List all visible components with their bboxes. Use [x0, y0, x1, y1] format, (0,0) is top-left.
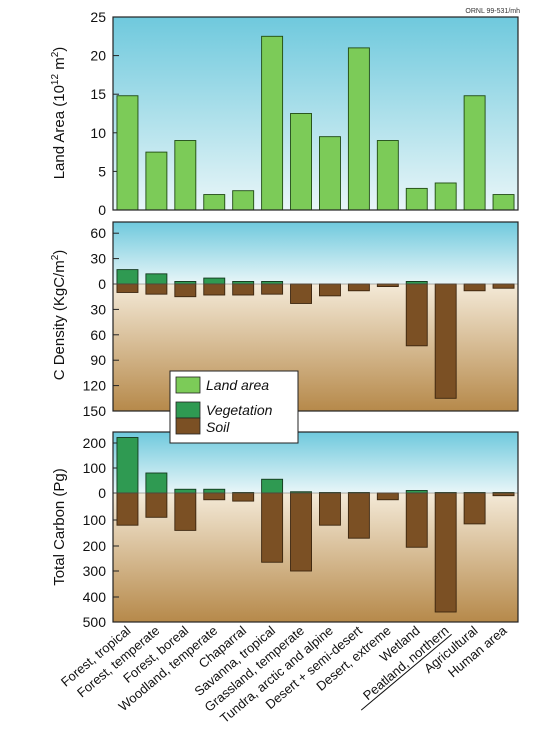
bar-soil-forest-boreal	[174, 283, 197, 298]
y-tick-label: 5	[98, 163, 106, 179]
legend-swatch-soil	[175, 417, 201, 435]
bar-land-area-savanna-tropical	[261, 35, 284, 211]
panel-total-carbon-frame	[112, 431, 519, 623]
y-tick-label: 60	[90, 225, 106, 241]
y-tick-label: 90	[90, 352, 106, 368]
bar-land-area-wetland	[405, 187, 428, 211]
bar-soil-desert-extreme	[376, 492, 399, 501]
y-tick-label: 150	[83, 403, 107, 419]
legend-label-vegetation: Vegetation	[206, 402, 273, 418]
bar-land-area-desert-extreme	[376, 140, 399, 211]
panel-c-density-sky	[113, 222, 518, 284]
y-tick-label: 120	[83, 378, 107, 394]
figure-code: ORNL 99-531/mh	[465, 8, 520, 15]
bar-vegetation-woodland-temperate	[203, 488, 226, 494]
y-axis-label-total-carbon: Total Carbon (Pg)	[51, 468, 68, 586]
y-tick-label: 10	[90, 125, 106, 141]
bar-land-area-peatland-northern	[434, 182, 457, 211]
bar-vegetation-forest-temperate	[145, 273, 168, 285]
bar-soil-agricultural	[463, 283, 486, 292]
bar-soil-desert-semi-desert	[347, 492, 370, 539]
panel-total-carbon: 200 100 0 100 200 300 400 500 Total Carbon (Pg)	[51, 431, 519, 630]
bar-soil-desert-extreme	[376, 283, 399, 287]
bar-soil-tundra-arctic-and-alpine	[319, 283, 341, 297]
legend-swatch-vegetation	[175, 401, 201, 419]
bar-land-area-forest-boreal	[174, 140, 197, 211]
y-axis-label-land-area: Land Area (1012 m2)	[50, 47, 68, 180]
panel-land-area-background	[113, 17, 518, 210]
peatland-underline	[360, 633, 452, 711]
bar-soil-human-area	[492, 492, 515, 497]
legend: Land area Vegetation Soil	[169, 370, 299, 444]
bar-soil-forest-boreal	[174, 492, 197, 531]
y-tick-label: 30	[90, 301, 106, 317]
bar-land-area-agricultural	[463, 95, 486, 211]
y-tick-label: 100	[83, 512, 107, 528]
y-tick-label: 200	[83, 435, 107, 451]
bar-vegetation-forest-boreal	[174, 488, 197, 494]
bar-soil-chaparral	[232, 492, 255, 502]
bar-soil-savanna-tropical	[261, 283, 284, 295]
bar-soil-human-area	[492, 283, 515, 289]
bar-soil-forest-temperate	[145, 492, 168, 518]
bar-soil-tundra-arctic-and-alpine	[319, 492, 341, 526]
legend-label-land-area: Land area	[206, 377, 269, 393]
y-tick-label: 100	[83, 460, 107, 476]
bar-soil-grassland-temperate	[290, 492, 312, 572]
bar-vegetation-forest-tropical	[116, 269, 139, 285]
legend-label-soil: Soil	[206, 419, 230, 435]
bar-soil-forest-temperate	[145, 283, 168, 295]
y-tick-label: 300	[83, 563, 107, 579]
bar-soil-chaparral	[232, 283, 255, 296]
bar-soil-forest-tropical	[116, 492, 139, 526]
bar-vegetation-forest-temperate	[145, 472, 168, 494]
bar-land-area-forest-tropical	[116, 95, 139, 211]
bar-soil-agricultural	[463, 492, 486, 525]
bar-vegetation-forest-tropical	[116, 437, 139, 494]
panel-c-density-frame	[112, 221, 519, 412]
y-tick-label: 15	[90, 86, 106, 102]
bar-land-area-grassland-temperate	[290, 113, 312, 211]
bar-soil-wetland	[405, 283, 428, 347]
y-tick-label: 200	[83, 538, 107, 554]
bar-soil-forest-tropical	[116, 283, 139, 293]
bar-soil-desert-semi-desert	[347, 283, 370, 292]
panel-land-area: 0 5 10 15 20 25 Land Area (1012 m2)	[50, 9, 519, 218]
bar-soil-wetland	[405, 492, 428, 548]
bar-soil-peatland-northern	[434, 492, 457, 613]
y-tick-label: 500	[83, 614, 107, 630]
y-tick-label: 25	[90, 9, 106, 25]
bar-land-area-chaparral	[232, 190, 255, 211]
y-tick-label: 0	[98, 202, 106, 218]
bar-soil-woodland-temperate	[203, 283, 226, 296]
legend-swatch-land-area	[175, 376, 201, 394]
bar-land-area-desert-semi-desert	[347, 47, 370, 211]
bar-soil-peatland-northern	[434, 283, 457, 399]
bar-vegetation-savanna-tropical	[261, 478, 284, 494]
bar-land-area-human-area	[492, 194, 515, 211]
y-axis-label-c-density: C Density (KgC/m2)	[50, 250, 68, 381]
y-tick-label: 30	[90, 251, 106, 267]
bar-soil-savanna-tropical	[261, 492, 284, 563]
y-tick-label: 400	[83, 589, 107, 605]
panel-total-carbon-soil	[113, 493, 518, 622]
bar-vegetation-woodland-temperate	[203, 277, 226, 285]
bar-land-area-tundra-arctic-and-alpine	[319, 136, 341, 211]
bar-soil-grassland-temperate	[290, 283, 312, 304]
y-tick-label: 0	[98, 276, 106, 292]
bar-land-area-forest-temperate	[145, 151, 168, 211]
y-tick-label: 60	[90, 327, 106, 343]
panel-land-area-frame	[112, 16, 519, 211]
bar-land-area-woodland-temperate	[203, 194, 226, 211]
y-tick-label: 20	[90, 48, 106, 64]
y-tick-label: 0	[98, 485, 106, 501]
bar-soil-woodland-temperate	[203, 492, 226, 501]
